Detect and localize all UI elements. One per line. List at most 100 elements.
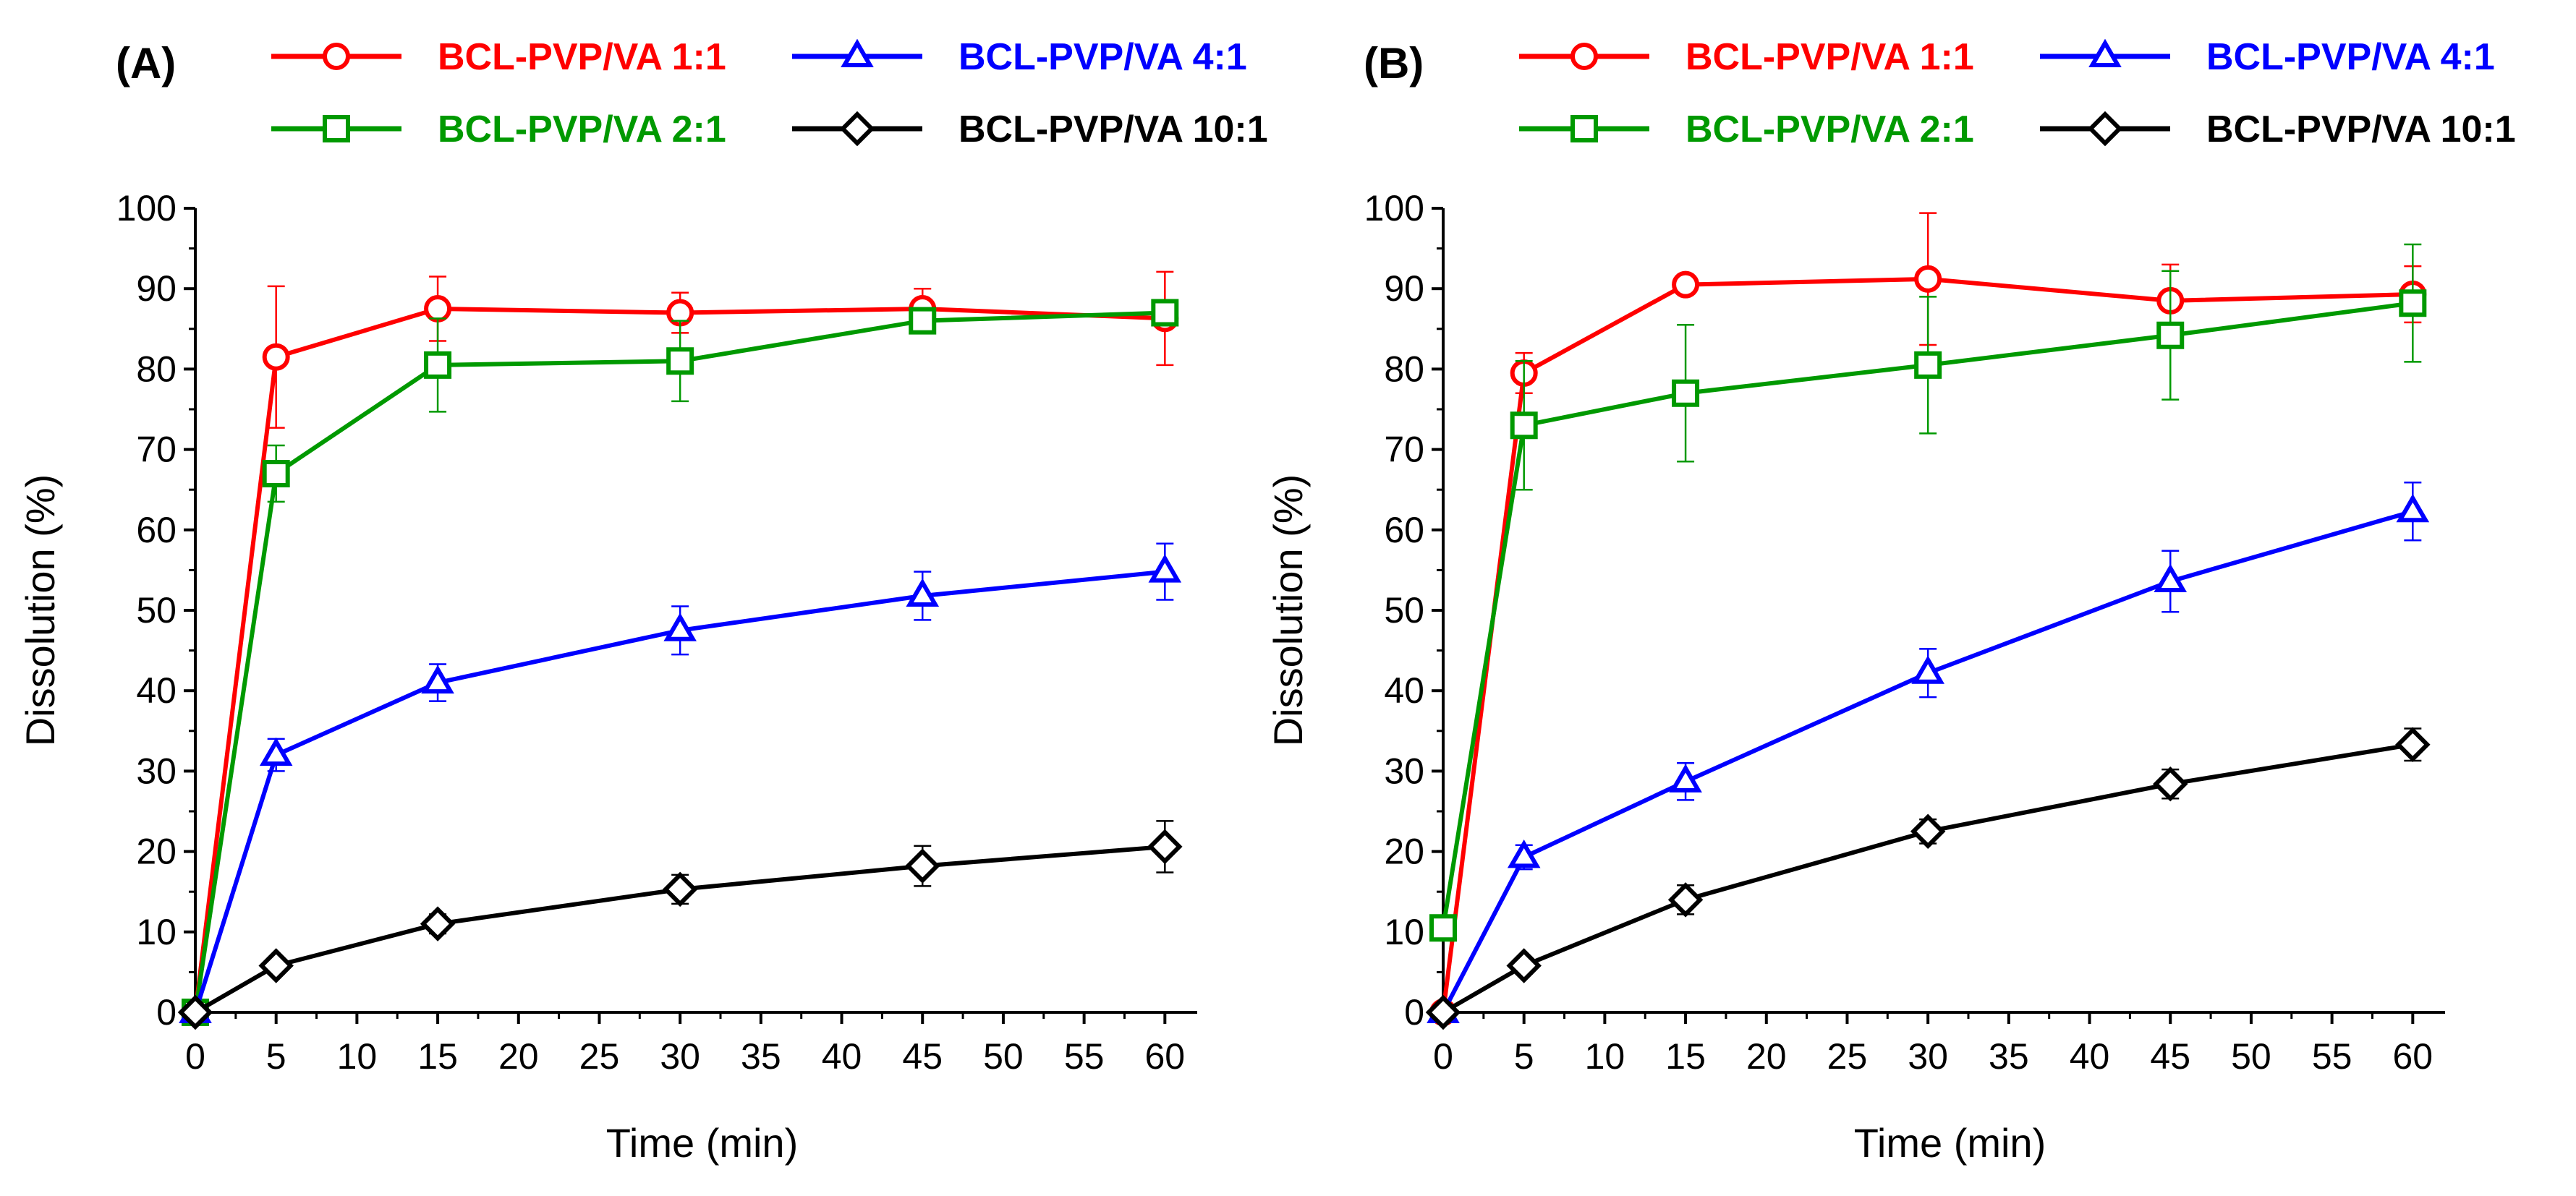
legend-label: BCL-PVP/VA 4:1 (2206, 36, 2495, 78)
legend-label: BCL-PVP/VA 2:1 (1686, 108, 1974, 150)
x-tick-label: 5 (266, 1036, 286, 1077)
data-point (2152, 766, 2188, 802)
data-point (1510, 411, 1538, 440)
y-tick-label: 70 (136, 430, 177, 470)
legend-item: BCL-PVP/VA 1:1 (271, 36, 726, 78)
series (1429, 243, 2427, 942)
y-tick-label: 30 (136, 751, 177, 791)
data-point (262, 343, 290, 371)
x-axis-title: Time (min) (1854, 1120, 2046, 1166)
data-point (1506, 948, 1542, 983)
data-point (1914, 351, 1942, 379)
series-line (1441, 301, 2413, 928)
legend-item: BCL-PVP/VA 2:1 (271, 108, 726, 150)
series (177, 820, 1183, 1030)
data-point (1914, 265, 1942, 293)
x-tick-label: 10 (1585, 1036, 1625, 1077)
panel-label: (B) (1364, 39, 1424, 87)
series (179, 542, 1182, 1023)
x-tick-label: 25 (579, 1036, 620, 1077)
data-point (1148, 554, 1182, 583)
axes: 0 10 20 30 40 50 60 70 80 90 100 0 5 10 15 20 25 30 35 40 45… (17, 188, 1197, 1166)
axes: 0 10 20 30 40 50 60 70 80 90 100 0 5 10 15 20 25 30 35 40 45… (1265, 188, 2445, 1166)
panel-a: (A) BCL-PVP/VA 1:1 BCL-PVP/VA 4:1 BCL-PVP/V… (17, 36, 1268, 1166)
data-point (904, 848, 940, 884)
x-tick-label: 55 (1064, 1036, 1105, 1077)
x-tick-label: 60 (1145, 1036, 1186, 1077)
y-tick-label: 60 (1384, 510, 1424, 550)
x-tick-label: 40 (2070, 1036, 2110, 1077)
y-tick-label: 80 (136, 349, 177, 389)
legend-marker (1570, 43, 1598, 70)
data-point (2395, 727, 2431, 762)
y-tick-label: 90 (1384, 268, 1424, 309)
data-point (1669, 764, 1702, 793)
series-line (1441, 509, 2414, 1014)
y-tick-label: 60 (136, 510, 177, 550)
legend-label: BCL-PVP/VA 4:1 (958, 36, 1247, 78)
y-tick-label: 40 (136, 670, 177, 711)
y-tick-label: 40 (1384, 670, 1424, 711)
data-point (1911, 655, 1944, 684)
y-tick-label: 20 (136, 832, 177, 872)
x-tick-label: 15 (417, 1036, 458, 1077)
y-tick-label: 50 (1384, 590, 1424, 631)
y-tick-label: 10 (1384, 912, 1424, 952)
x-tick-label: 5 (1514, 1036, 1534, 1077)
legend-label: BCL-PVP/VA 1:1 (1686, 36, 1974, 78)
y-tick-label: 10 (136, 912, 177, 952)
series (1427, 481, 2430, 1023)
y-axis-title: Dissolution (%) (17, 474, 63, 747)
data-point (909, 307, 937, 335)
y-tick-label: 20 (1384, 832, 1424, 872)
data-point (1151, 299, 1179, 327)
x-tick-label: 45 (902, 1036, 943, 1077)
data-point (421, 665, 454, 694)
x-tick-label: 40 (822, 1036, 862, 1077)
x-tick-label: 25 (1827, 1036, 1868, 1077)
legend-item: BCL-PVP/VA 10:1 (2040, 108, 2516, 150)
data-point (1507, 839, 1541, 868)
legend-item: BCL-PVP/VA 4:1 (2040, 36, 2495, 78)
x-tick-label: 55 (2312, 1036, 2352, 1077)
data-point (1147, 829, 1183, 865)
data-point (2154, 563, 2188, 592)
y-tick-label: 30 (1384, 751, 1424, 791)
data-point (2156, 321, 2185, 349)
data-point (424, 351, 452, 379)
x-tick-label: 35 (741, 1036, 781, 1077)
series-line (193, 310, 1165, 1013)
y-axis-title: Dissolution (%) (1265, 474, 1311, 747)
y-tick-label: 100 (1364, 188, 1424, 228)
data-point (2396, 493, 2430, 523)
x-tick-label: 50 (2231, 1036, 2271, 1077)
data-point (1429, 914, 1457, 942)
x-tick-label: 20 (1746, 1036, 1787, 1077)
x-tick-label: 45 (2150, 1036, 2190, 1077)
y-tick-label: 100 (116, 188, 177, 228)
series-line (194, 844, 1165, 1015)
legend-marker (2087, 111, 2123, 147)
panel-label: (A) (116, 39, 176, 87)
legend-label: BCL-PVP/VA 10:1 (2206, 108, 2516, 150)
y-tick-label: 70 (1384, 430, 1424, 470)
x-tick-label: 30 (660, 1036, 700, 1077)
data-point (666, 347, 694, 375)
data-point (663, 612, 697, 641)
legend-item: BCL-PVP/VA 10:1 (792, 108, 1268, 150)
data-point (2399, 289, 2427, 317)
data-point (662, 871, 698, 907)
x-tick-label: 20 (498, 1036, 539, 1077)
data-point (1910, 813, 1946, 850)
data-point (258, 948, 294, 983)
legend-label: BCL-PVP/VA 1:1 (438, 36, 726, 78)
legend-label: BCL-PVP/VA 10:1 (958, 108, 1268, 150)
legend-label: BCL-PVP/VA 2:1 (438, 108, 726, 150)
legend-item: BCL-PVP/VA 4:1 (792, 36, 1247, 78)
series-line (1441, 276, 2413, 1013)
data-point (424, 295, 452, 323)
data-point (1425, 994, 1461, 1030)
data-point (1672, 379, 1700, 407)
x-tick-label: 30 (1908, 1036, 1948, 1077)
